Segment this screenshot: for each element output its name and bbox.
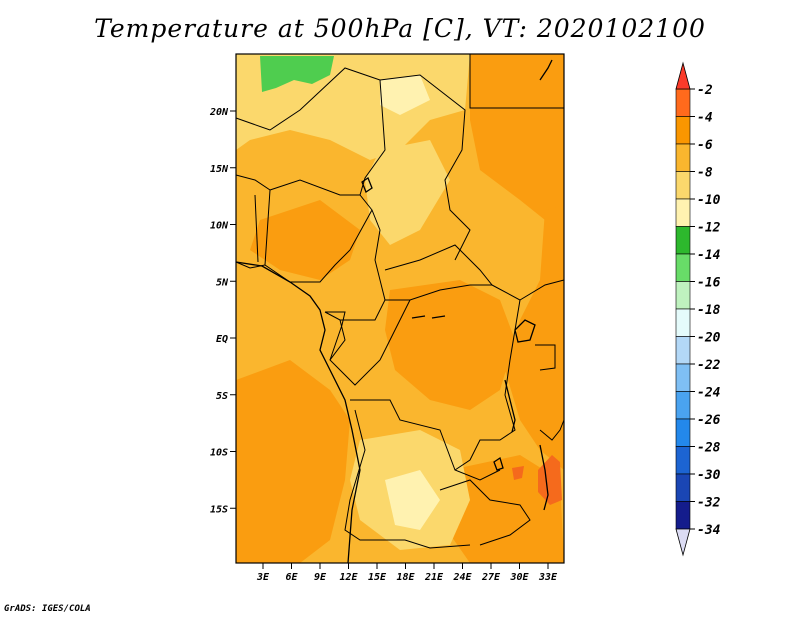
border-nigeria: [264, 179, 373, 283]
colorbar-over-triangle: [675, 61, 691, 90]
colorbar-segment: [675, 116, 691, 145]
colorbar-label: -26: [697, 413, 721, 428]
colorbar-segment: [675, 88, 691, 117]
colorbar-label: -22: [697, 358, 721, 373]
colorbar-segment: [675, 363, 691, 392]
colorbar-segment: [675, 418, 691, 447]
border-togo: [254, 194, 259, 263]
colorbar-label: -20: [697, 331, 721, 346]
map-frame: [235, 53, 565, 564]
colorbar-label: -32: [697, 496, 721, 511]
colorbar-label: -6: [697, 138, 713, 153]
colorbar-label: -10: [697, 193, 721, 208]
colorbar-segment: [675, 308, 691, 337]
lat-tick-label: 15N: [210, 164, 229, 175]
lon-tick-label: 18E: [396, 572, 415, 583]
longitude-axis: 3E 6E 9E 12E 15E 18E 21E 24E 27E 30E 33E: [256, 563, 558, 583]
warm-region-southeast: [440, 455, 564, 563]
lat-tick-label: 5N: [216, 277, 229, 288]
border-drc-east: [454, 284, 521, 471]
warm-region-central: [250, 200, 360, 280]
border-mozambique: [539, 419, 565, 441]
lake-victoria: [514, 319, 536, 343]
lon-tick-label: 3E: [256, 572, 270, 583]
warm-region-west: [236, 360, 350, 563]
colorbar-label: -28: [697, 441, 721, 456]
colorbar-label: -18: [697, 303, 721, 318]
colorbar-segment: [675, 143, 691, 172]
border-kenya: [535, 344, 556, 371]
colorbar-label: -16: [697, 276, 721, 291]
warm-region-east: [505, 205, 564, 470]
map-panel: [236, 54, 564, 563]
lake-malawi: [539, 444, 549, 511]
border-libya-niger: [235, 67, 386, 196]
border-drc-south: [350, 399, 501, 481]
cool-patch-north: [380, 75, 430, 115]
lake-tanganyika: [504, 379, 516, 433]
colorbar-label: -2: [697, 83, 713, 98]
warm-region-northeast: [470, 54, 564, 220]
lon-tick-label: 21E: [424, 572, 444, 583]
hot-patch-small: [512, 466, 524, 480]
warm-region-congo: [385, 280, 515, 410]
colorbar-label: -34: [697, 523, 721, 538]
lon-tick-label: 33E: [538, 572, 558, 583]
colorbar-segment: [675, 446, 691, 475]
border-west-africa: [235, 174, 271, 269]
country-borders: [235, 54, 565, 549]
lon-tick-label: 6E: [285, 572, 298, 583]
border-congo: [329, 299, 411, 386]
colorbar-segment: [675, 473, 691, 502]
lat-tick-label: 5S: [216, 391, 228, 402]
colorbar-segment: [675, 198, 691, 227]
colorbar-segment: [675, 253, 691, 282]
colorbar: -2 -4 -6 -8 -10 -12 -14 -16 -18 -20 -22 -24 -26 -28 -3…: [675, 61, 721, 557]
lat-tick-label: 10S: [210, 448, 228, 459]
colorbar-segment: [675, 501, 691, 530]
cold-patch: [260, 56, 334, 92]
colorbar-label: -30: [697, 468, 721, 483]
cool-region-chad: [365, 140, 450, 245]
border-zambia: [439, 479, 531, 546]
grads-credit: GrADS: IGES/COLA: [4, 604, 91, 614]
red-sea-coast: [539, 59, 553, 81]
lake-mweru: [493, 456, 504, 471]
border-angola: [344, 409, 471, 549]
colorbar-label: -12: [697, 221, 721, 236]
colorbar-segment: [675, 281, 691, 310]
lat-tick-label: 20N: [209, 107, 229, 118]
colorbar-label: -14: [697, 248, 721, 263]
coastline-west-africa: [235, 261, 361, 564]
border-egypt-sudan: [469, 54, 564, 109]
border-east-africa: [519, 279, 565, 301]
colorbar-under-triangle: [675, 528, 691, 557]
lon-tick-label: 15E: [368, 572, 387, 583]
colorbar-segment: [675, 226, 691, 255]
coastlines: [235, 59, 553, 564]
latitude-axis: 20N 15N 10N 5N EQ 5S 10S 15S: [209, 107, 236, 515]
lat-tick-label: 10N: [210, 221, 229, 232]
colorbar-label: -24: [697, 386, 721, 401]
map-title: Temperature at 500hPa [C], VT: 202010210…: [94, 14, 706, 43]
colorbar-label: -8: [697, 166, 713, 181]
lake-chad: [361, 177, 373, 193]
colorbar-segment: [675, 391, 691, 420]
colorbar-segment: [675, 336, 691, 365]
colorbar-segment: [675, 171, 691, 200]
cool-patch-south: [385, 470, 440, 530]
lon-tick-label: 9E: [314, 572, 327, 583]
lat-tick-label: 15S: [210, 504, 228, 515]
lon-tick-label: 30E: [509, 572, 529, 583]
border-chad-sudan: [379, 74, 471, 261]
lon-tick-label: 24E: [452, 572, 472, 583]
lon-tick-label: 12E: [339, 572, 358, 583]
colorbar-label: -4: [697, 111, 713, 126]
lon-tick-label: 27E: [481, 572, 501, 583]
lake-kivu: [411, 315, 446, 319]
border-gabon: [325, 311, 346, 361]
lat-tick-label: EQ: [216, 334, 228, 345]
